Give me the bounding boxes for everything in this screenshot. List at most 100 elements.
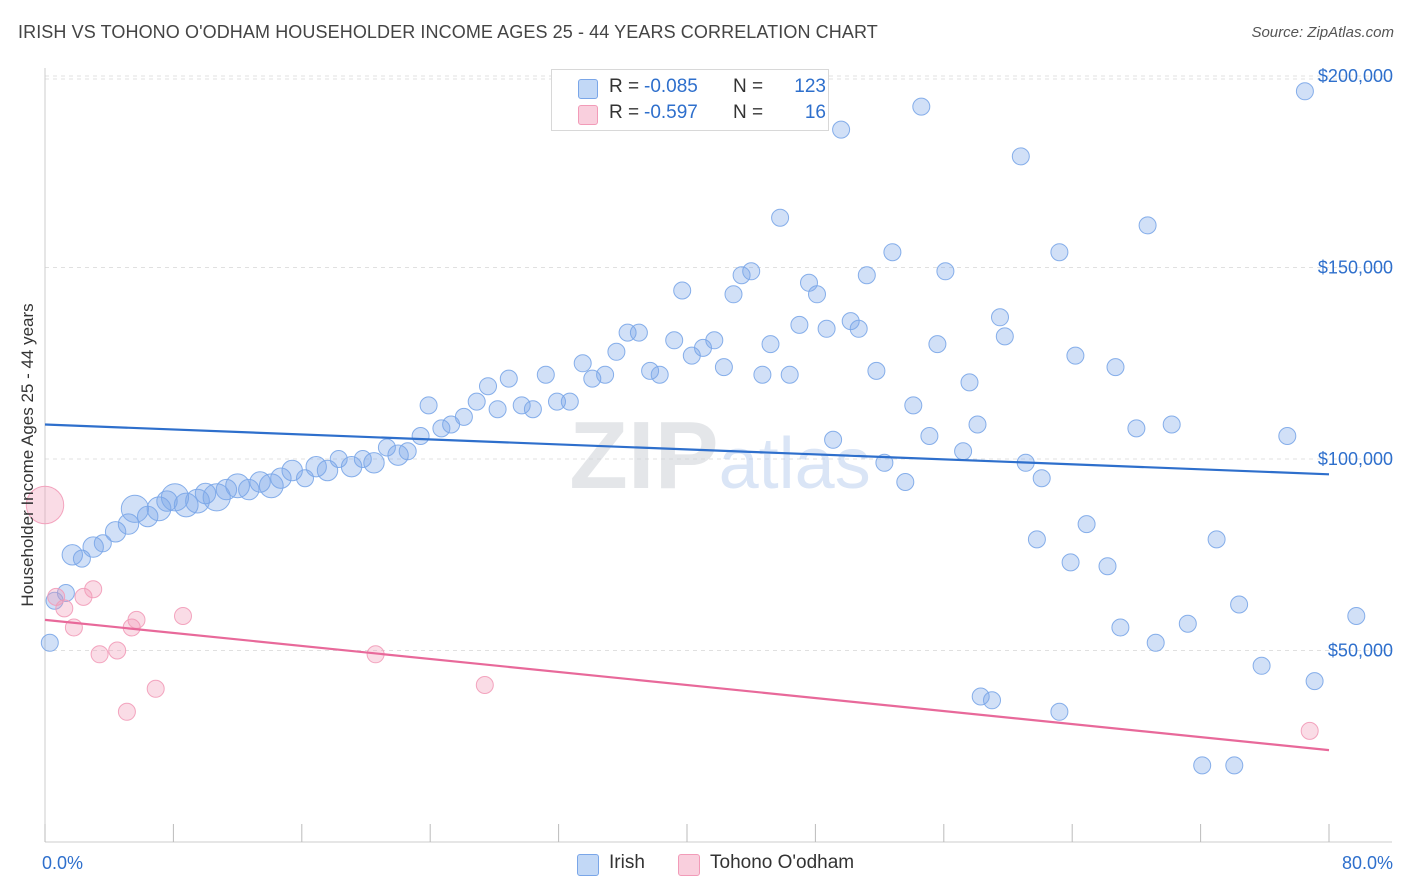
irish-point [875, 453, 894, 472]
y-axis-label: Householder Income Ages 25 - 44 years [18, 303, 37, 607]
irish-point [329, 450, 348, 468]
irish-point [1347, 607, 1366, 625]
tohono-point [108, 641, 127, 660]
irish-point [238, 478, 260, 501]
irish-point [629, 323, 648, 342]
irish-point [363, 452, 385, 474]
irish-point [479, 377, 497, 396]
irish-point [411, 427, 430, 445]
irish-point [305, 456, 327, 478]
irish-point [1230, 595, 1249, 614]
irish-point [867, 361, 886, 380]
series-swatch-tohono [678, 854, 700, 876]
irish-point [419, 396, 438, 415]
irish-point [120, 494, 149, 523]
irish-point [817, 319, 836, 338]
irish-point [1061, 553, 1080, 572]
tohono-point [146, 679, 165, 698]
irish-point [883, 243, 902, 262]
irish-point [1098, 557, 1117, 576]
tohono-point [90, 645, 109, 664]
irish-point [1178, 614, 1197, 633]
irish-point [1011, 147, 1030, 166]
irish-point [1295, 82, 1314, 101]
irish-point [1207, 530, 1226, 549]
irish-point [1077, 515, 1096, 534]
irish-point [596, 365, 615, 384]
irish-point [202, 483, 231, 512]
series-label-irish: Irish [609, 852, 645, 873]
y-tick-labels: $50,000 $100,000 $150,000 $200,000 [1318, 66, 1393, 661]
irish-point [117, 513, 140, 535]
chart-title: IRISH VS TOHONO O'ODHAM HOUSEHOLDER INCO… [18, 22, 878, 42]
irish-point [1162, 415, 1181, 434]
tohono-point [55, 599, 74, 618]
legend-swatch-irish [578, 79, 598, 99]
irish-point [824, 430, 843, 449]
irish-point [1050, 243, 1069, 262]
irish-point [488, 400, 507, 419]
irish-point [377, 438, 396, 457]
series-swatch-irish [577, 854, 599, 876]
irish-point [1225, 756, 1244, 775]
irish-point [512, 396, 531, 415]
irish-point [1252, 656, 1271, 675]
irish-point [761, 335, 780, 354]
irish-point [673, 281, 692, 300]
irish-point [991, 308, 1009, 327]
series-label-tohono: Tohono O'odham [710, 852, 855, 873]
correlation-legend: R = -0.085 N = 123 R = -0.597 N = 16 [551, 69, 829, 131]
irish-point [573, 354, 592, 373]
irish-point [61, 544, 84, 566]
tohono-point [117, 702, 136, 721]
irish-point [56, 584, 75, 602]
irish-point [1027, 530, 1046, 549]
irish-point [665, 331, 684, 350]
irish-point [432, 419, 451, 438]
irish-point [160, 483, 190, 512]
irish-point [896, 473, 915, 491]
irish-point [523, 400, 542, 419]
irish-point [714, 358, 733, 377]
irish-point [1127, 419, 1146, 438]
x-tick-label-max: 80.0% [1341, 853, 1393, 873]
irish-point [387, 444, 409, 466]
irish-point [832, 120, 851, 139]
irish-point [1032, 469, 1051, 488]
irish-point [270, 467, 292, 489]
irish-point [983, 691, 1001, 710]
tohono-point [127, 610, 146, 629]
irish-point [641, 361, 660, 380]
irish-point [1106, 358, 1125, 377]
irish-point [849, 319, 868, 338]
axes [44, 68, 1392, 843]
legend-r-label: R = [609, 102, 640, 123]
tohono-point [25, 485, 65, 525]
irish-point [146, 496, 172, 522]
legend-r-value: -0.597 [644, 102, 698, 123]
irish-point [780, 365, 799, 384]
irish-point [995, 327, 1014, 346]
tohono-point [174, 607, 192, 625]
irish-point [968, 415, 987, 434]
legend-n-value: 16 [804, 102, 826, 123]
tohono-point [475, 676, 494, 694]
irish-point [1278, 427, 1297, 445]
irish-point [790, 315, 809, 334]
irish-point [732, 266, 751, 285]
y-tick-label: $150,000 [1318, 258, 1393, 278]
irish-point [454, 407, 473, 426]
irish-point [960, 373, 979, 392]
irish-point [1066, 346, 1085, 365]
watermark: ZIPatlas [569, 402, 870, 509]
irish-point [650, 365, 669, 384]
irish-point [1146, 633, 1165, 652]
legend-row-irish: R = -0.085 N = 123 [578, 76, 828, 100]
irish-point [1050, 702, 1069, 721]
irish-point [1305, 672, 1324, 691]
tohono-point [84, 580, 103, 599]
irish-point [225, 473, 251, 499]
y-tick-label: $100,000 [1318, 449, 1393, 469]
irish-point [954, 442, 973, 461]
